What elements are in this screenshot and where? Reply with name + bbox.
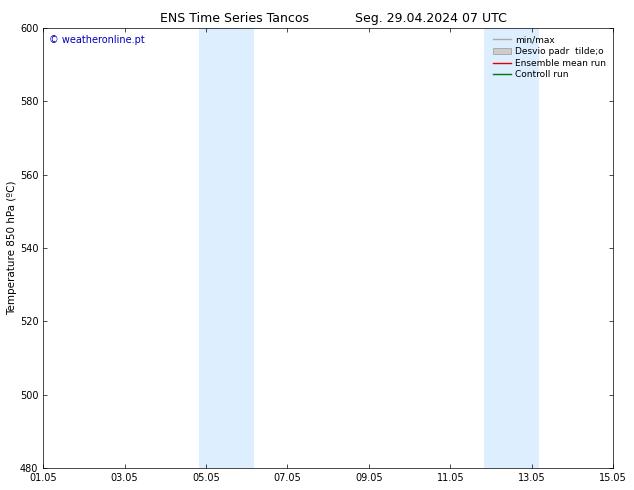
- Text: Seg. 29.04.2024 07 UTC: Seg. 29.04.2024 07 UTC: [355, 12, 507, 25]
- Bar: [484, 28, 539, 468]
- Text: © weatheronline.pt: © weatheronline.pt: [49, 35, 145, 45]
- Text: ENS Time Series Tancos: ENS Time Series Tancos: [160, 12, 309, 25]
- Bar: [199, 28, 254, 468]
- Legend: min/max, Desvio padr  tilde;o, Ensemble mean run, Controll run: min/max, Desvio padr tilde;o, Ensemble m…: [491, 33, 609, 82]
- Y-axis label: Temperature 850 hPa (ºC): Temperature 850 hPa (ºC): [7, 181, 17, 316]
